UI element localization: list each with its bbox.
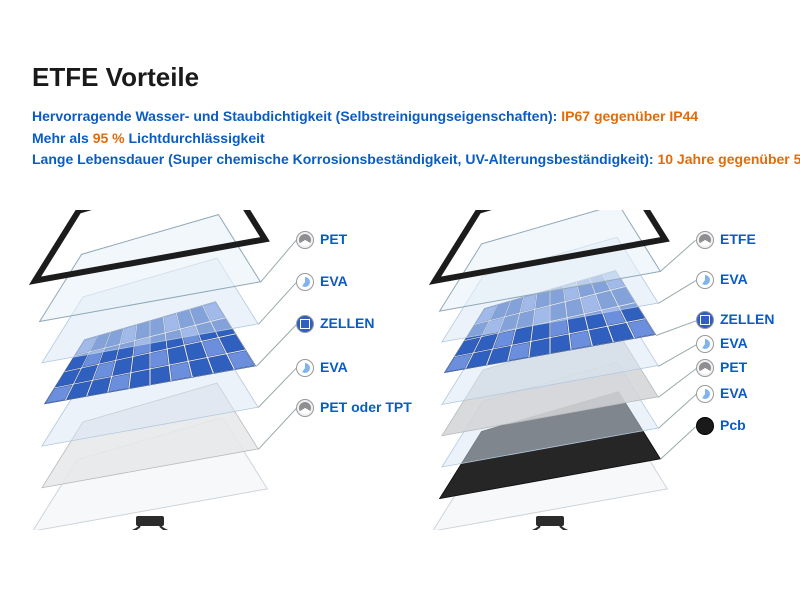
right-label-pcb: Pcb [720, 417, 746, 433]
bullet-0-segment: IP67 gegenüber IP44 [561, 108, 698, 124]
left-icon-eva1 [296, 273, 314, 291]
right-label-eva3: EVA [720, 385, 748, 401]
bullet-line-2: Lange Lebensdauer (Super chemische Korro… [32, 149, 800, 171]
left-icon-pet_top [296, 231, 314, 249]
stack-svg-right [410, 210, 690, 530]
right-label-etfe: ETFE [720, 231, 756, 247]
right-icon-pet [696, 359, 714, 377]
bullet-2-segment: 10 Jahre gegenüber 5 Jahre [657, 151, 800, 167]
bullet-1-segment: Lichtdurchlässigkeit [125, 130, 265, 146]
left-label-pet_bot: PET oder TPT [320, 399, 412, 415]
page-title: ETFE Vorteile [32, 62, 199, 93]
diagrams-area: PET EVA ZELLEN EVA PET oder TPT ETFE EVA ZELLE… [0, 210, 800, 590]
right-label-pet: PET [720, 359, 747, 375]
bullet-0-segment: Hervorragende Wasser- und Staubdichtigke… [32, 108, 561, 124]
bullet-1-segment: Mehr als [32, 130, 93, 146]
bullet-line-0: Hervorragende Wasser- und Staubdichtigke… [32, 106, 800, 128]
left-label-cells: ZELLEN [320, 315, 374, 331]
diagram-right: ETFE EVA ZELLEN EVA PET EVA Pcb [400, 210, 800, 550]
bullet-1-segment: 95 % [93, 130, 125, 146]
right-icon-eva1 [696, 271, 714, 289]
bullet-line-1: Mehr als 95 % Lichtdurchlässigkeit [32, 128, 800, 150]
right-icon-etfe [696, 231, 714, 249]
right-icon-eva2 [696, 335, 714, 353]
left-label-pet_top: PET [320, 231, 347, 247]
right-icon-pcb [696, 417, 714, 435]
diagram-left: PETEVAZELLENEVAPET oder TPT [0, 210, 400, 550]
bullet-2-segment: Lange Lebensdauer (Super chemische Korro… [32, 151, 657, 167]
right-icon-cells [696, 311, 714, 329]
left-icon-eva2 [296, 359, 314, 377]
left-icon-cells [296, 315, 314, 333]
right-icon-eva3 [696, 385, 714, 403]
left-label-eva1: EVA [320, 273, 348, 289]
stack-svg-left [10, 210, 290, 530]
bullet-list: Hervorragende Wasser- und Staubdichtigke… [32, 106, 800, 171]
right-label-eva2: EVA [720, 335, 748, 351]
left-label-eva2: EVA [320, 359, 348, 375]
left-icon-pet_bot [296, 399, 314, 417]
right-label-eva1: EVA [720, 271, 748, 287]
right-label-cells: ZELLEN [720, 311, 774, 327]
